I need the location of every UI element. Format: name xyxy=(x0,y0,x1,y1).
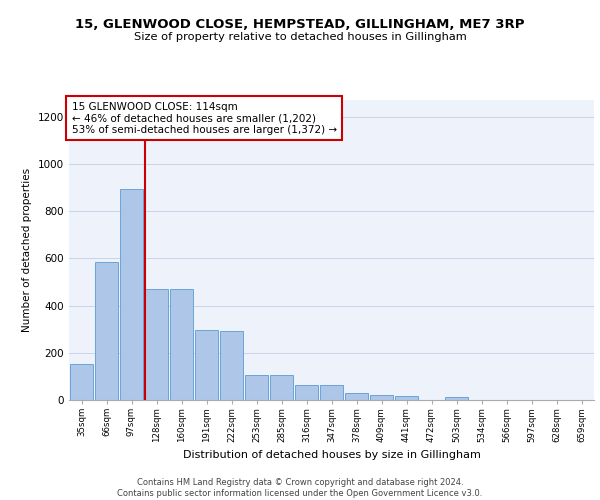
Bar xyxy=(445,397,468,400)
Bar xyxy=(220,332,243,400)
Bar xyxy=(395,396,418,400)
Y-axis label: Number of detached properties: Number of detached properties xyxy=(22,168,32,332)
Text: Contains HM Land Registry data © Crown copyright and database right 2024.
Contai: Contains HM Land Registry data © Crown c… xyxy=(118,478,482,498)
Bar xyxy=(245,375,268,400)
Bar xyxy=(345,394,368,400)
Bar xyxy=(320,386,343,400)
Bar xyxy=(145,289,168,400)
Bar xyxy=(120,189,143,400)
Text: 15, GLENWOOD CLOSE, HEMPSTEAD, GILLINGHAM, ME7 3RP: 15, GLENWOOD CLOSE, HEMPSTEAD, GILLINGHA… xyxy=(75,18,525,30)
Text: Size of property relative to detached houses in Gillingham: Size of property relative to detached ho… xyxy=(134,32,466,42)
Bar xyxy=(295,384,318,400)
Bar xyxy=(370,395,393,400)
Bar xyxy=(195,330,218,400)
Bar xyxy=(270,376,293,400)
Bar xyxy=(95,262,118,400)
Bar xyxy=(70,364,93,400)
Bar xyxy=(170,290,193,400)
X-axis label: Distribution of detached houses by size in Gillingham: Distribution of detached houses by size … xyxy=(182,450,481,460)
Text: 15 GLENWOOD CLOSE: 114sqm
← 46% of detached houses are smaller (1,202)
53% of se: 15 GLENWOOD CLOSE: 114sqm ← 46% of detac… xyxy=(71,102,337,134)
